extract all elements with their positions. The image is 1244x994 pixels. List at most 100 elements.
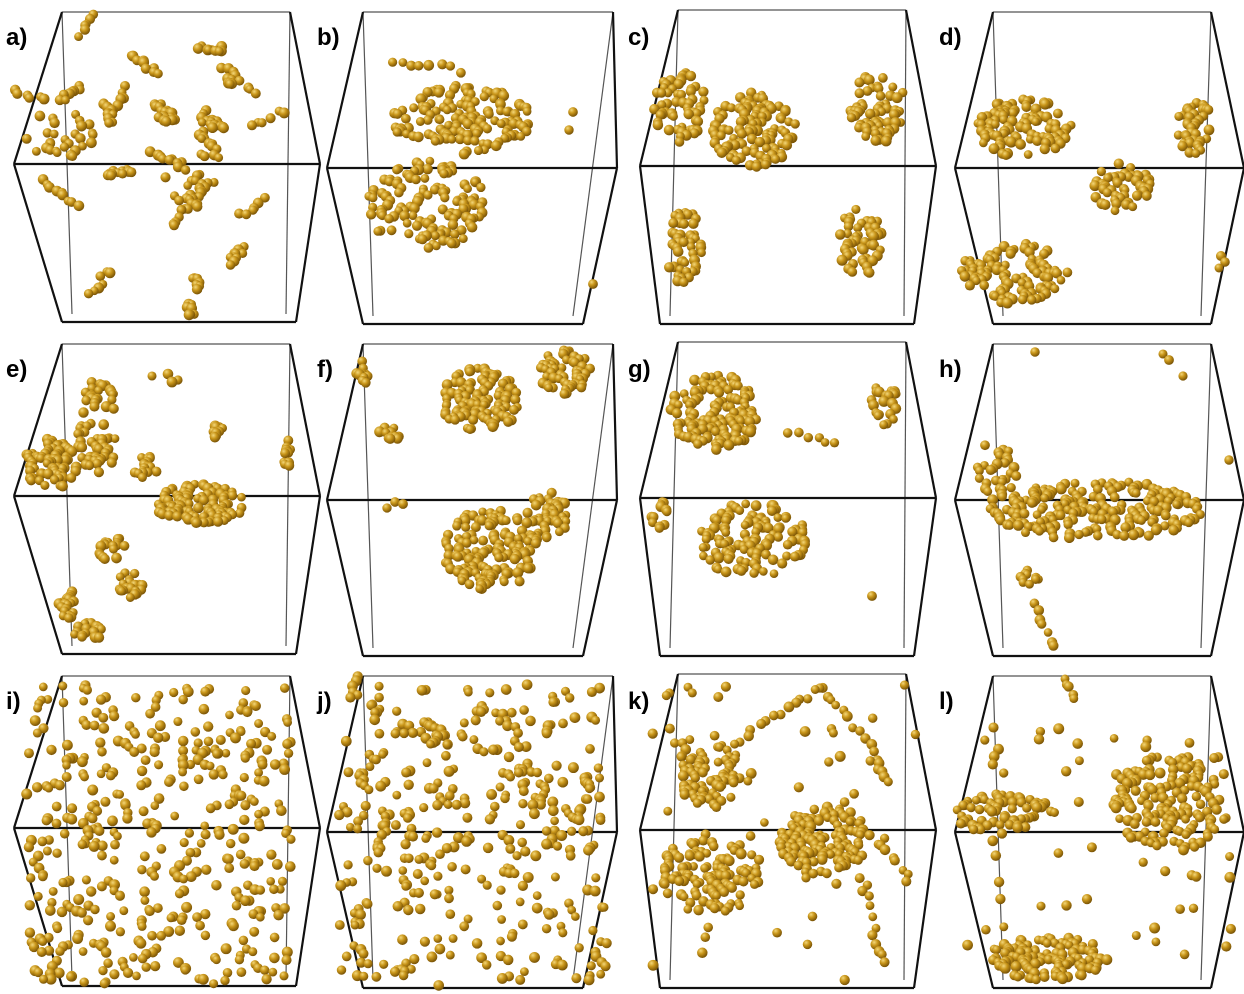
particle [1039, 143, 1050, 155]
particle [479, 91, 489, 102]
particle [237, 492, 246, 502]
particle [169, 687, 179, 698]
particle [200, 686, 211, 697]
particle [979, 138, 988, 148]
particle [239, 772, 249, 783]
particle [689, 374, 701, 386]
particle [374, 681, 384, 691]
particle [444, 791, 455, 801]
particle [392, 108, 403, 119]
particle [163, 926, 175, 937]
particle [375, 780, 387, 792]
particle [46, 744, 57, 756]
panel-d: d) [933, 0, 1244, 330]
panel-a: a) [0, 0, 322, 330]
particle [656, 88, 667, 98]
particle [425, 156, 435, 166]
particle [663, 806, 673, 816]
particle [1004, 520, 1015, 530]
particle [430, 231, 440, 241]
particle [129, 953, 138, 962]
particle [429, 889, 440, 900]
particle [457, 731, 468, 742]
particle [662, 888, 673, 899]
particles [21, 680, 296, 989]
particle [268, 967, 278, 977]
particle [1158, 349, 1168, 359]
particle [444, 893, 454, 904]
particle [193, 502, 204, 514]
particle [1150, 793, 1160, 803]
particle [959, 271, 971, 282]
particle [412, 869, 423, 879]
particle [160, 172, 171, 183]
particle [723, 553, 734, 564]
panel-render [325, 343, 619, 658]
particle [42, 846, 52, 856]
particle [586, 961, 596, 971]
particle [1053, 848, 1064, 858]
particle [420, 876, 430, 886]
particle [697, 947, 708, 959]
particle [99, 553, 110, 564]
particle [988, 143, 1000, 155]
particle [846, 113, 857, 123]
particle [138, 806, 149, 817]
particle [705, 555, 715, 565]
particle [713, 757, 723, 767]
particle [119, 541, 130, 551]
particle [140, 755, 151, 766]
particle [54, 780, 65, 791]
box-edge [1209, 675, 1244, 833]
particle [37, 836, 48, 847]
particle [516, 132, 526, 141]
particle [220, 975, 230, 986]
particles [646, 370, 902, 601]
particle [224, 863, 235, 874]
particle [869, 746, 879, 757]
particle [808, 868, 819, 879]
particle [126, 167, 137, 178]
particle [781, 139, 793, 151]
particle [173, 716, 183, 727]
particle [370, 707, 380, 718]
particle [564, 125, 574, 135]
particle [799, 726, 811, 737]
particle [1023, 150, 1033, 159]
particle [879, 844, 891, 856]
particle [532, 891, 542, 900]
particle [808, 856, 819, 867]
particle [444, 120, 454, 130]
box-edge [288, 343, 322, 497]
particle [482, 123, 493, 134]
particle [334, 920, 345, 930]
particle [24, 900, 35, 911]
particle [679, 789, 690, 800]
particle [203, 736, 214, 747]
particle [1030, 347, 1040, 357]
particle [440, 193, 450, 203]
particle [987, 494, 999, 506]
particle [1069, 694, 1079, 704]
particle [512, 851, 522, 861]
particle [1140, 741, 1152, 753]
particle [671, 408, 683, 419]
particle [199, 151, 210, 162]
particle [745, 426, 756, 438]
particle [544, 383, 554, 393]
particle [283, 748, 294, 758]
particle [530, 850, 542, 862]
box-edge [1209, 831, 1244, 989]
particle [999, 922, 1009, 932]
particle [688, 218, 699, 229]
box-edge [325, 167, 365, 325]
particle [197, 134, 207, 144]
particle [726, 103, 736, 113]
particle [670, 738, 680, 748]
particle [57, 480, 68, 492]
particle [899, 680, 910, 690]
particle [680, 258, 690, 267]
particle [115, 890, 125, 901]
particle [528, 808, 540, 820]
particle [269, 759, 281, 770]
